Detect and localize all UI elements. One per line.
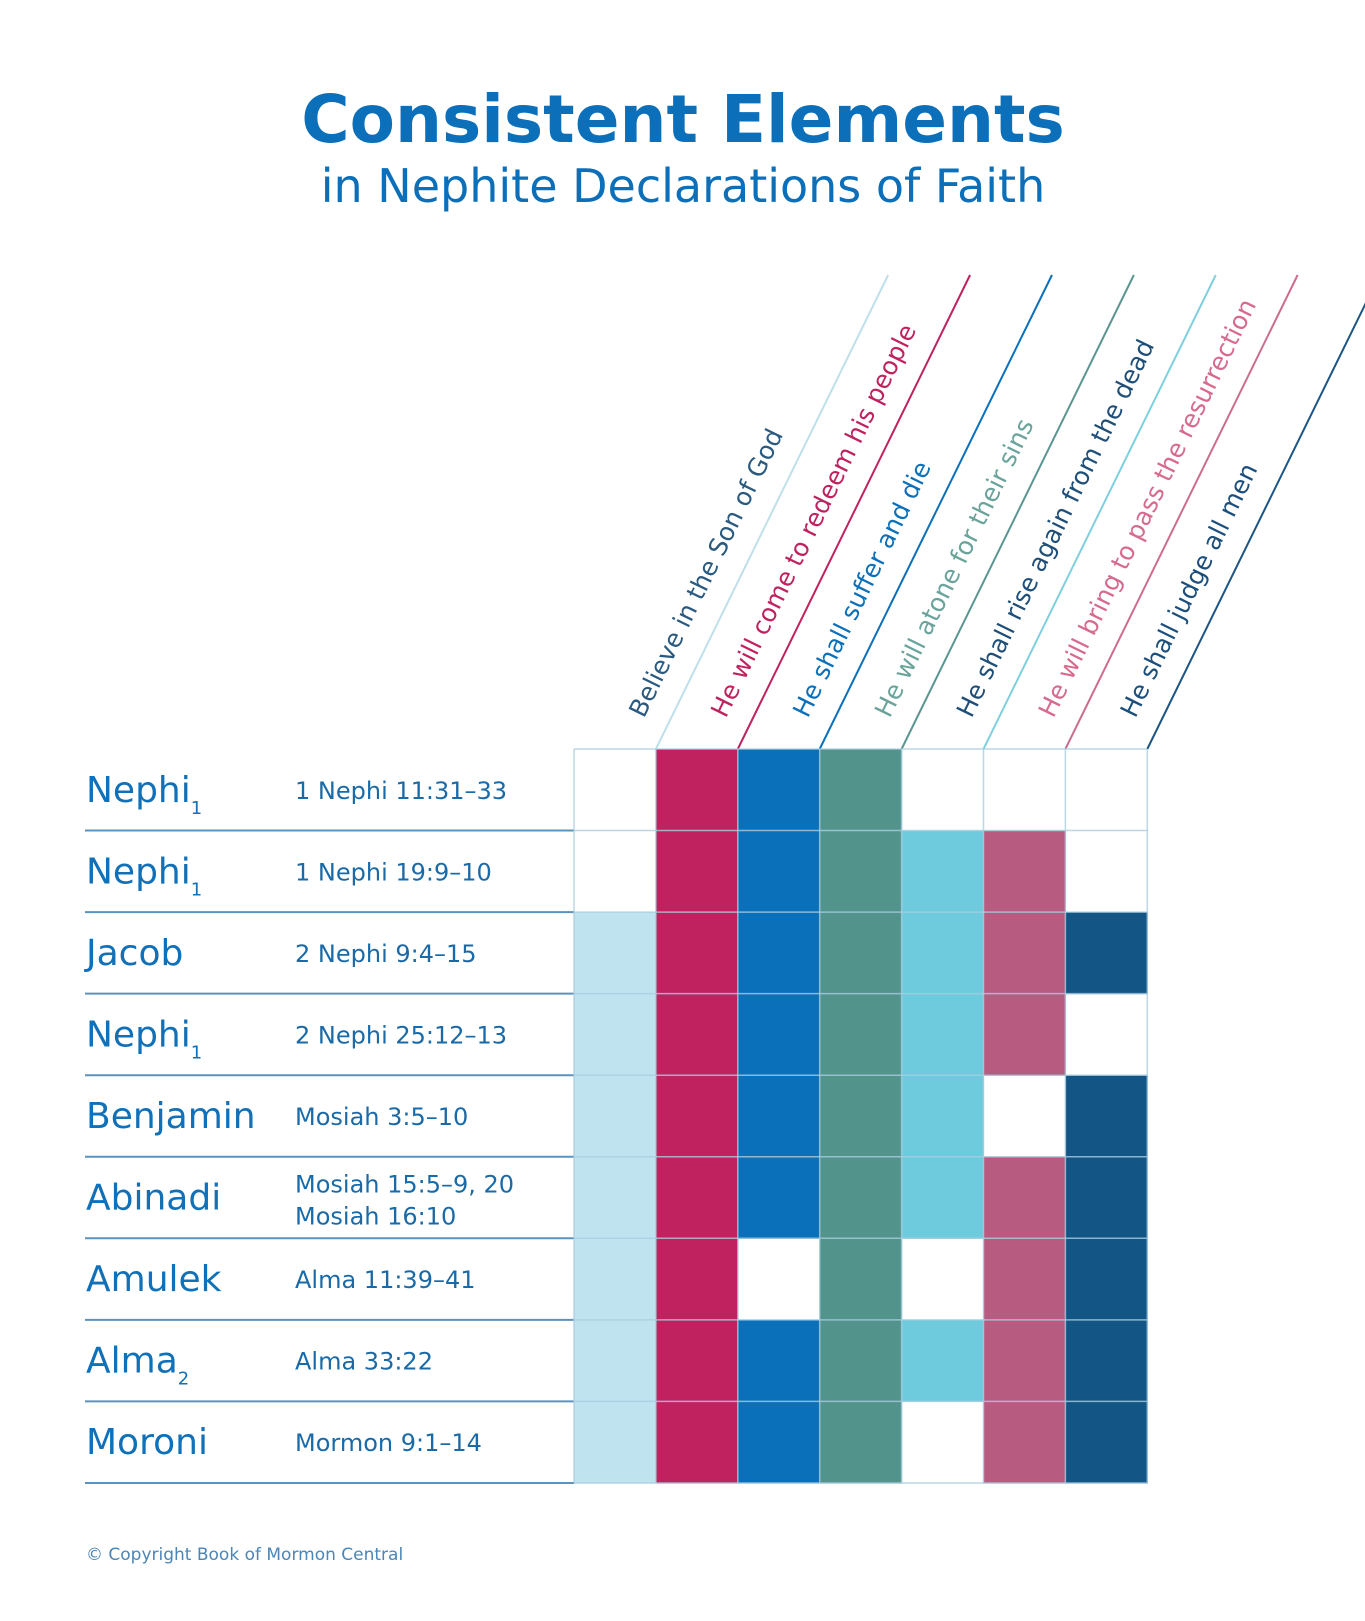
row-name-subscript: 1 [191,1042,202,1063]
row-reference: 1 Nephi 11:31–33 [295,777,507,805]
row-reference: Alma 33:22 [295,1348,433,1376]
row-name: Alma2 [86,1341,189,1390]
filled-cell [655,749,739,832]
row-reference: Mosiah 3:5–10 [295,1103,468,1131]
cell-grid [574,749,1148,1484]
row-reference: Mormon 9:1–14 [295,1429,482,1457]
row-reference: Alma 11:39–41 [295,1266,476,1294]
filled-cell [901,993,984,1076]
column-header-line [1146,302,1365,750]
filled-cell [737,912,821,995]
filled-cell [655,912,739,995]
column-header-line [900,274,1135,750]
filled-cell [1065,1156,1148,1239]
grid-lines [573,748,1149,1484]
filled-cell [655,1075,739,1158]
row-reference: Mosiah 16:10 [295,1203,456,1231]
column-header-label: Believe in the Son of God [623,424,789,722]
row-reference: 1 Nephi 19:9–10 [295,858,492,886]
filled-cell [819,830,903,913]
filled-cell [655,1319,739,1402]
filled-cell [655,1156,739,1239]
chart-title: Consistent Elements [301,81,1065,158]
row-name: Moroni [86,1422,208,1463]
row-name: Benjamin [86,1096,256,1137]
column-header-lines [655,274,1365,750]
column-header-label: He will atone for their sins [869,414,1040,722]
row-name: Nephi1 [86,770,202,819]
filled-cell [737,1401,821,1484]
filled-cell [901,1075,984,1158]
filled-cell [819,1238,903,1321]
row-reference: Mosiah 15:5–9, 20 [295,1171,514,1199]
filled-cell [983,1319,1066,1402]
filled-cell [983,1156,1066,1239]
filled-cell [655,830,739,913]
column-header-line [1064,274,1299,750]
row-name: Nephi1 [86,851,202,900]
filled-cell [819,1156,903,1239]
filled-cell [819,1319,903,1402]
filled-cell [819,1401,903,1484]
filled-cell [1065,1401,1148,1484]
filled-cell [819,1075,903,1158]
filled-cell [574,1238,657,1321]
filled-cell [819,993,903,1076]
row-name-subscript: 1 [191,879,202,900]
filled-cell [901,912,984,995]
filled-cell [1065,1238,1148,1321]
row-name: Jacob [84,933,183,974]
filled-cell [574,1319,657,1402]
column-header-line [818,274,1053,750]
filled-cell [574,993,657,1076]
row-separators [85,829,574,1484]
filled-cell [983,830,1066,913]
filled-cell [983,912,1066,995]
column-header-line [655,274,890,750]
filled-cell [983,1238,1066,1321]
filled-cell [655,1401,739,1484]
filled-cell [819,749,903,832]
row-name: Amulek [86,1259,222,1300]
filled-cell [901,1156,984,1239]
filled-cell [737,1319,821,1402]
filled-cell [983,1401,1066,1484]
filled-cell [574,1156,657,1239]
filled-cell [819,912,903,995]
filled-cell [737,993,821,1076]
row-name: Abinadi [86,1178,221,1219]
column-header-line [982,274,1217,750]
row-name: Nephi1 [86,1014,202,1063]
row-name-subscript: 1 [191,798,202,819]
filled-cell [1065,1075,1148,1158]
filled-cell [737,749,821,832]
filled-cell [574,1075,657,1158]
filled-cell [1065,912,1148,995]
row-name-subscript: 2 [178,1369,189,1390]
copyright: © Copyright Book of Mormon Central [86,1545,403,1565]
filled-cell [737,830,821,913]
row-labels: Nephi1 1 Nephi 11:31–33 Nephi1 1 Nephi 19:9… [84,770,514,1463]
row-reference: 2 Nephi 9:4–15 [295,940,477,968]
filled-cell [574,912,657,995]
row-reference: 2 Nephi 25:12–13 [295,1021,507,1049]
column-header-line [736,274,971,750]
filled-cell [1065,1319,1148,1402]
filled-cell [737,1075,821,1158]
filled-cell [574,1401,657,1484]
filled-cell [655,1238,739,1321]
filled-cell [737,1156,821,1239]
filled-cell [983,993,1066,1076]
filled-cell [655,993,739,1076]
filled-cell [901,830,984,913]
filled-cell [901,1319,984,1402]
chart-subtitle: in Nephite Declarations of Faith [321,159,1046,213]
